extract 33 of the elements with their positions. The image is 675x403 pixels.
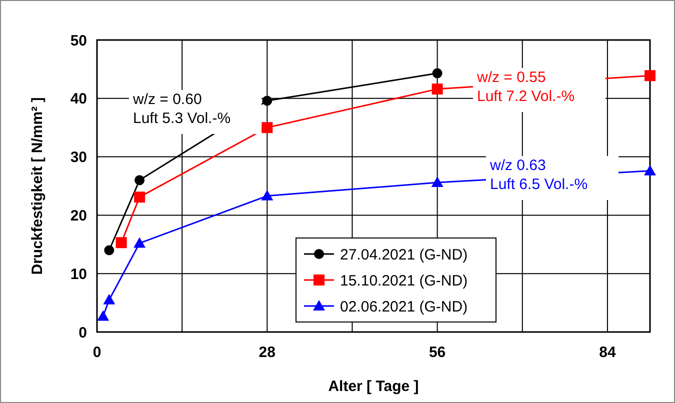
point [134,237,146,248]
legend-label: 15.10.2021 (G-ND) [340,272,468,290]
annotation: w/z 0.63 Luft 6.5 Vol.-% [489,157,588,193]
point [134,175,145,186]
legend-label: 27.04.2021 (G-ND) [340,246,468,264]
point [134,192,146,203]
x-axis-title: Alter [ Tage ] [328,378,419,395]
annotation: w/z = 0.60 Luft 5.3 Vol.-% [132,91,231,127]
x-tick-label: 84 [599,344,616,361]
x-tick-label: 56 [428,344,446,361]
point [261,190,274,200]
y-tick-label: 10 [70,266,87,283]
point [262,96,272,106]
y-tick-label: 40 [70,90,87,108]
x-tick-label: 28 [258,344,276,361]
annotation: w/z = 0.55 Luft 7.2 Vol.-% [476,69,575,105]
y-tick-label: 0 [78,324,87,342]
point [262,122,273,134]
y-tick-label: 50 [70,32,87,50]
point [432,84,443,95]
point [103,294,116,304]
y-axis-title: Druckfestigkeit [ N/mm² ] [29,97,46,275]
point [644,164,656,176]
x-tick-label: 0 [92,344,102,361]
point [116,237,127,248]
point [97,310,110,321]
y-tick-label: 30 [70,149,87,166]
point [644,70,656,82]
point [431,176,444,187]
legend-label: 02.06.2021 (G-ND) [340,298,468,316]
point [432,68,442,78]
y-tick-label: 20 [70,207,87,224]
point [104,245,114,256]
